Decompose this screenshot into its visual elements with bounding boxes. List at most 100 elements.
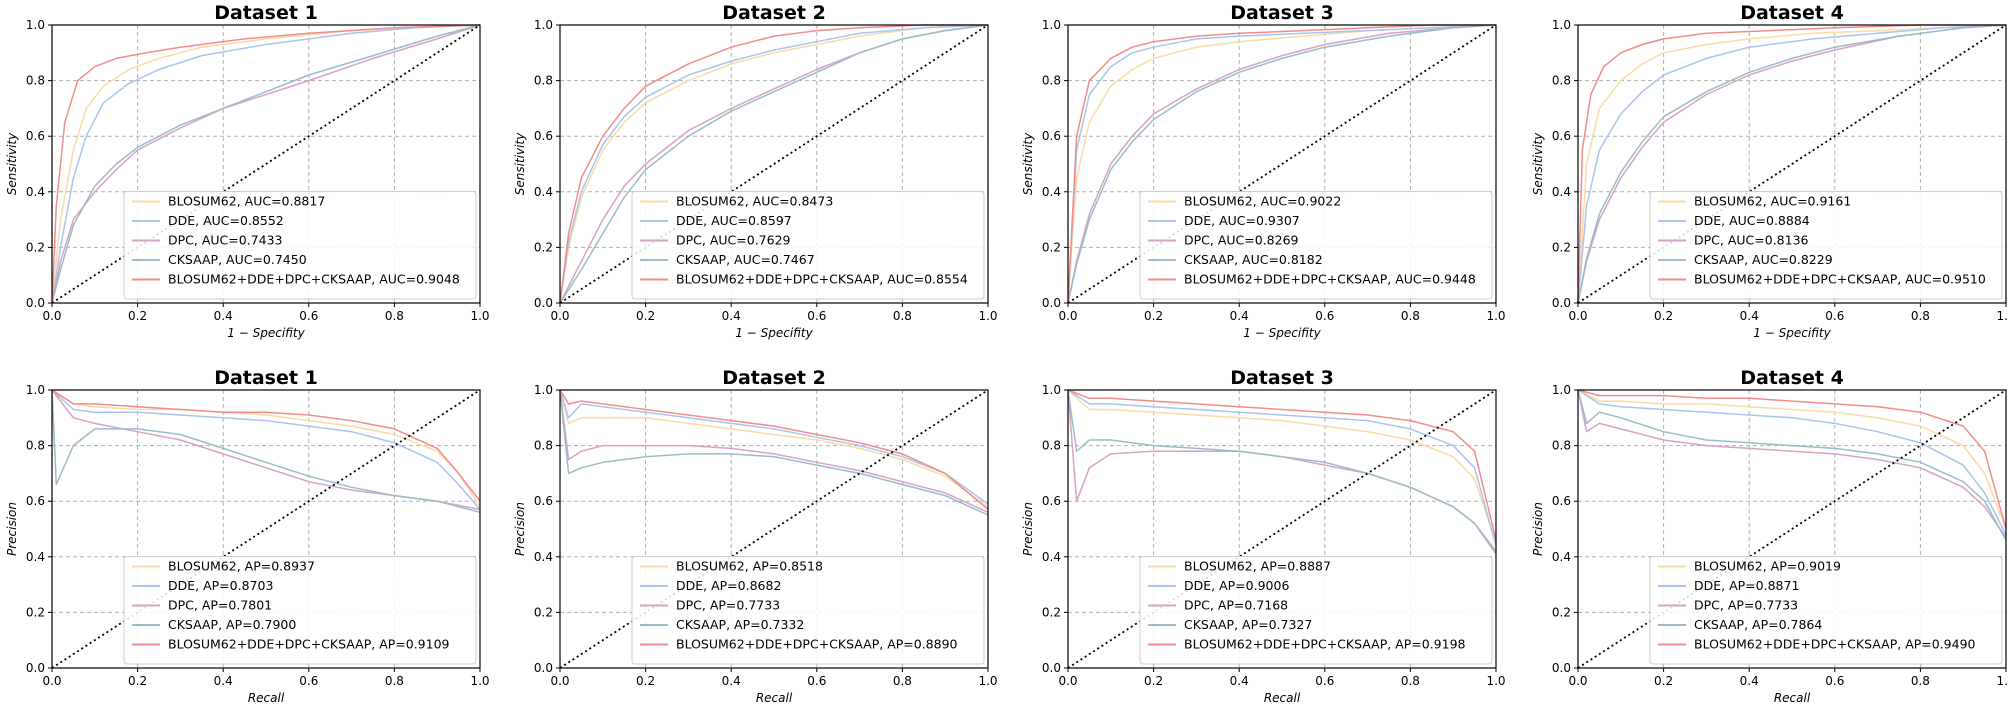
y-tick-label: 0.6 — [1552, 494, 1571, 508]
legend-entry: DPC, AP=0.7801 — [168, 598, 272, 613]
pr-panel-1: 0.0 0.2 0.4 0.6 0.8 1.0 0.0 0.2 0.4 0.6 0.8 1.0 Data… — [5, 367, 490, 705]
x-tick-label: 1.0 — [470, 674, 489, 688]
legend: BLOSUM62, AUC=0.8817 DDE, AUC=0.8552 DPC, … — [123, 191, 477, 300]
y-axis-label: Sensitivity — [5, 132, 19, 195]
series-line-blosum62 — [1577, 24, 2007, 304]
chart-title: Dataset 1 — [214, 2, 318, 24]
legend-entry: CKSAAP, AUC=0.8182 — [1184, 252, 1323, 267]
diagonal-reference-line — [1577, 389, 2007, 669]
x-tick-label: 0.4 — [722, 674, 741, 688]
x-tick-label: 0.0 — [550, 309, 569, 323]
y-tick-label: 0.2 — [1042, 605, 1061, 619]
legend-entry: BLOSUM62, AP=0.8937 — [168, 559, 315, 574]
x-tick-label: 1.0 — [470, 309, 489, 323]
legend-box — [1649, 556, 2003, 665]
legend: BLOSUM62, AUC=0.9022 DDE, AUC=0.9307 DPC, … — [1139, 191, 1493, 300]
y-axis-label: Precision — [5, 502, 19, 556]
y-tick-label: 0.4 — [1042, 550, 1061, 564]
x-tick-label: 0.2 — [1144, 674, 1163, 688]
x-tick-label: 0.4 — [1230, 309, 1249, 323]
x-tick-label: 0.2 — [636, 309, 655, 323]
diagonal-reference-line — [1577, 24, 2007, 304]
axes-frame — [51, 389, 481, 669]
y-tick-label: 0.4 — [1552, 550, 1571, 564]
legend-entry: BLOSUM62, AP=0.9019 — [1694, 559, 1841, 574]
x-axis-label: Recall — [1774, 691, 1811, 705]
series-line-blosum62-dde-dpc-cksaap — [51, 24, 481, 304]
legend-entry: BLOSUM62, AUC=0.8473 — [676, 194, 833, 209]
x-axis-label: 1 − Specifity — [1753, 326, 1831, 340]
x-tick-label: 0.8 — [385, 309, 404, 323]
y-tick-label: 0.6 — [26, 494, 45, 508]
x-tick-label: 0.2 — [128, 674, 147, 688]
y-tick-label: 0.6 — [1552, 129, 1571, 143]
legend: BLOSUM62, AUC=0.8473 DDE, AUC=0.8597 DPC, … — [631, 191, 985, 300]
y-tick-label: 0.0 — [26, 661, 45, 675]
legend-entry: CKSAAP, AP=0.7327 — [1184, 617, 1312, 632]
series-line-blosum62-dde-dpc-cksaap — [559, 24, 988, 304]
legend-entry: BLOSUM62+DDE+DPC+CKSAAP, AP=0.9109 — [168, 637, 450, 652]
legend-entry: CKSAAP, AP=0.7864 — [1694, 617, 1822, 632]
series-line-cksaap — [1577, 389, 2007, 541]
series-line-dde — [51, 24, 481, 304]
legend-entry: DDE, AUC=0.8597 — [676, 213, 792, 228]
x-tick-label: 0.0 — [42, 674, 61, 688]
chart-title: Dataset 1 — [214, 367, 318, 389]
series-line-dde — [1577, 24, 2007, 304]
roc-panel-2: 0.0 0.2 0.4 0.6 0.8 1.0 0.0 0.2 0.4 0.6 0.8 1.0 Data… — [513, 2, 998, 340]
y-tick-label: 0.2 — [26, 605, 45, 619]
x-axis-label: Recall — [1264, 691, 1301, 705]
x-tick-label: 0.0 — [42, 309, 61, 323]
diagonal-reference-line — [1067, 389, 1497, 669]
legend-entry: CKSAAP, AUC=0.7467 — [676, 252, 815, 267]
x-tick-label: 0.6 — [1825, 674, 1844, 688]
legend-entry: BLOSUM62+DDE+DPC+CKSAAP, AUC=0.8554 — [676, 272, 968, 287]
series-line-dpc — [1577, 389, 2007, 538]
series-line-dde — [1067, 24, 1497, 304]
y-axis-label: Precision — [513, 502, 527, 556]
y-tick-label: 1.0 — [26, 383, 45, 397]
legend-box — [1649, 191, 2003, 300]
y-tick-label: 0.0 — [1552, 661, 1571, 675]
x-tick-label: 0.6 — [1825, 309, 1844, 323]
x-axis-label: Recall — [756, 691, 793, 705]
chart-title: Dataset 3 — [1230, 2, 1334, 24]
legend-entry: DPC, AP=0.7733 — [676, 598, 780, 613]
y-tick-label: 0.0 — [1552, 296, 1571, 310]
legend-entry: BLOSUM62, AUC=0.9161 — [1694, 194, 1851, 209]
legend-box — [1139, 191, 1493, 300]
diagonal-reference-line — [559, 389, 989, 669]
x-tick-label: 0.4 — [214, 309, 233, 323]
x-tick-label: 0.8 — [385, 674, 404, 688]
series-line-blosum62 — [51, 389, 481, 508]
legend: BLOSUM62, AP=0.8887 DDE, AP=0.9006 DPC, AP… — [1139, 556, 1493, 665]
y-tick-label: 0.0 — [26, 296, 45, 310]
diagonal-reference-line — [51, 24, 481, 304]
roc-panel-3: 0.0 0.2 0.4 0.6 0.8 1.0 0.0 0.2 0.4 0.6 0.8 1.0 Data… — [1021, 2, 1506, 340]
series-line-dde — [1577, 389, 2007, 535]
axes-frame — [1577, 389, 2007, 669]
y-tick-label: 0.2 — [1552, 240, 1571, 254]
series-line-blosum62 — [1577, 389, 2007, 530]
legend-entry: BLOSUM62+DDE+DPC+CKSAAP, AUC=0.9510 — [1694, 272, 1986, 287]
x-tick-label: 0.4 — [1740, 674, 1759, 688]
axes-frame — [559, 24, 989, 304]
y-tick-label: 1.0 — [534, 383, 553, 397]
series-line-blosum62 — [1067, 389, 1497, 544]
y-tick-label: 0.8 — [26, 74, 45, 88]
y-tick-label: 0.2 — [534, 605, 553, 619]
legend-entry: CKSAAP, AP=0.7900 — [168, 617, 296, 632]
y-tick-label: 0.4 — [26, 550, 45, 564]
legend-entry: DPC, AUC=0.8136 — [1694, 233, 1809, 248]
pr-panel-2: 0.0 0.2 0.4 0.6 0.8 1.0 0.0 0.2 0.4 0.6 0.8 1.0 Data… — [513, 367, 998, 705]
x-tick-label: 0.0 — [1058, 674, 1077, 688]
diagonal-reference-line — [559, 24, 989, 304]
x-tick-label: 0.6 — [299, 674, 318, 688]
y-tick-label: 0.4 — [26, 185, 45, 199]
series-line-dde — [51, 389, 481, 510]
y-tick-label: 0.8 — [534, 439, 553, 453]
x-tick-label: 0.2 — [1654, 309, 1673, 323]
y-tick-label: 0.4 — [1042, 185, 1061, 199]
x-tick-label: 0.2 — [1144, 309, 1163, 323]
x-tick-label: 0.8 — [1911, 309, 1930, 323]
